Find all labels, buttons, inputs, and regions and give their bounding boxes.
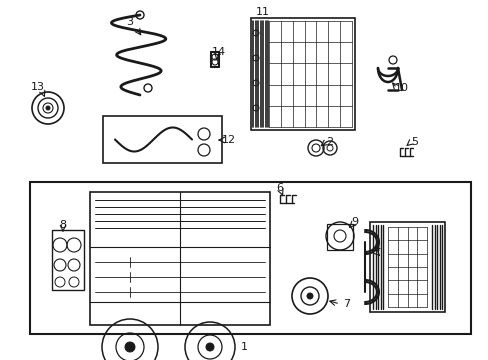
Text: 12: 12	[222, 135, 236, 145]
Bar	[90, 192, 269, 325]
Bar	[369, 222, 444, 312]
Text: 14: 14	[211, 47, 225, 57]
Circle shape	[205, 343, 214, 351]
Text: 5: 5	[411, 137, 418, 147]
Text: 4: 4	[373, 243, 380, 253]
Text: 8: 8	[60, 220, 66, 230]
Circle shape	[125, 342, 135, 352]
Text: 10: 10	[394, 83, 408, 93]
Text: 3: 3	[126, 17, 133, 27]
Text: 11: 11	[256, 7, 269, 17]
Bar	[103, 116, 222, 163]
Text: 1: 1	[240, 342, 247, 352]
Text: 2: 2	[326, 137, 333, 147]
Circle shape	[306, 293, 312, 299]
Text: 7: 7	[343, 299, 350, 309]
Text: 9: 9	[351, 217, 358, 227]
Bar	[326, 224, 352, 250]
Bar	[52, 230, 84, 290]
Circle shape	[46, 106, 50, 110]
Text: 6: 6	[276, 183, 283, 193]
Text: 13: 13	[31, 82, 45, 92]
Bar	[250, 18, 354, 130]
Bar	[30, 182, 470, 334]
